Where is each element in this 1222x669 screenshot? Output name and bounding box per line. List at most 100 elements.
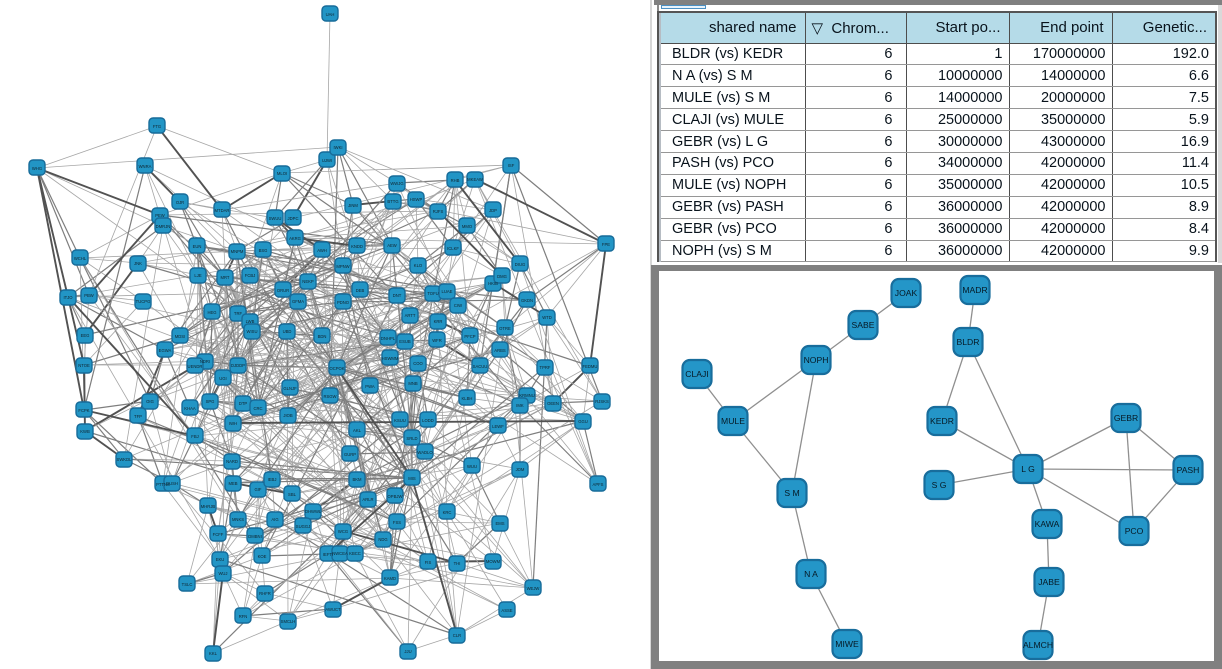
svg-text:KBCC: KBCC <box>349 551 361 556</box>
svg-text:NDRI: NDRI <box>200 359 210 364</box>
svg-text:DNT: DNT <box>393 293 402 298</box>
svg-text:EKU: EKU <box>216 557 225 562</box>
svg-text:UAH: UAH <box>326 12 335 17</box>
svg-text:NTOE: NTOE <box>78 363 90 368</box>
svg-text:LJE: LJE <box>194 273 201 278</box>
svg-text:GLNJF: GLNJF <box>283 386 297 391</box>
svg-text:EGWA: EGWA <box>159 348 172 353</box>
svg-text:JJU: JJU <box>404 649 411 654</box>
svg-text:WADLO: WADLO <box>417 450 433 455</box>
svg-text:MIWE: MIWE <box>835 639 859 649</box>
svg-text:KLO: KLO <box>414 263 423 268</box>
svg-text:JDP: JDP <box>489 208 497 213</box>
svg-text:CIW: CIW <box>454 303 462 308</box>
svg-text:ICLKF: ICLKF <box>447 246 459 251</box>
svg-text:MNKS: MNKS <box>232 517 244 522</box>
svg-text:OPBJW: OPBJW <box>388 494 403 499</box>
svg-text:TSLC: TSLC <box>182 582 193 587</box>
svg-text:BSG: BSG <box>259 248 268 253</box>
svg-text:MDSI: MDSI <box>175 334 185 339</box>
svg-text:WNRA: WNRA <box>139 164 152 169</box>
svg-text:DMG: DMG <box>497 274 507 279</box>
svg-text:ORUR: ORUR <box>277 288 289 293</box>
svg-text:FPE: FPE <box>602 242 610 247</box>
svg-text:OHWWL: OHWWL <box>305 509 322 514</box>
svg-text:COO: COO <box>413 361 423 366</box>
svg-text:CLAJI: CLAJI <box>685 369 708 379</box>
svg-text:IMK: IMK <box>516 403 524 408</box>
svg-text:JDPC: JDPC <box>288 216 299 221</box>
svg-text:MNPM: MNPM <box>231 249 244 254</box>
svg-text:EEG: EEG <box>81 333 90 338</box>
svg-text:GURP: GURP <box>344 452 356 457</box>
svg-text:NDG: NDG <box>378 537 387 542</box>
svg-text:KRC: KRC <box>443 510 452 515</box>
svg-text:MOWM: MOWM <box>486 559 501 564</box>
svg-text:NEKP: NEKP <box>302 279 314 284</box>
svg-text:SUGGJ: SUGGJ <box>296 524 310 529</box>
svg-text:OEEN: OEEN <box>547 401 559 406</box>
svg-text:BDN: BDN <box>318 334 327 339</box>
svg-text:AEW: AEW <box>387 243 397 248</box>
svg-text:MHRJB: MHRJB <box>201 504 216 509</box>
svg-text:OCPOK: OCPOK <box>329 366 344 371</box>
svg-text:ARLR: ARLR <box>362 497 373 502</box>
svg-text:PWA: PWA <box>365 384 375 389</box>
svg-text:HSWP: HSWP <box>410 197 423 202</box>
svg-text:DIUG: DIUG <box>515 262 525 267</box>
svg-text:PTTNS: PTTNS <box>156 482 170 487</box>
svg-text:EUN: EUN <box>193 244 202 249</box>
svg-text:CRC: CRC <box>253 406 262 411</box>
svg-text:ALMCH: ALMCH <box>1023 640 1053 650</box>
svg-text:PASH: PASH <box>1177 465 1200 475</box>
svg-text:MNB: MNB <box>408 381 418 386</box>
svg-text:KKL: KKL <box>209 651 218 656</box>
svg-text:GEBR: GEBR <box>1114 413 1138 423</box>
svg-text:KRR: KRR <box>434 319 443 324</box>
svg-text:TPRF: TPRF <box>540 365 551 370</box>
svg-text:WUJ: WUJ <box>218 571 227 576</box>
svg-text:OTRE: OTRE <box>499 326 511 331</box>
svg-text:DJDDP: DJDDP <box>231 363 245 368</box>
svg-text:KAMD: KAMD <box>384 576 396 581</box>
svg-text:IWKI: IWKI <box>333 145 342 150</box>
svg-text:JABE: JABE <box>1038 577 1060 587</box>
svg-text:HEG: HEG <box>207 310 216 315</box>
svg-text:MMO: MMO <box>462 224 473 229</box>
svg-text:DMBNI: DMBNI <box>248 534 262 539</box>
svg-text:KNDD: KNDD <box>351 244 363 249</box>
svg-text:HKIB: HKIB <box>488 281 498 286</box>
svg-text:CLR: CLR <box>453 633 461 638</box>
svg-text:KRMNU: KRMNU <box>519 393 534 398</box>
svg-text:WUU: WUU <box>467 464 477 469</box>
svg-text:ITJO: ITJO <box>63 295 73 300</box>
svg-text:GGU: GGU <box>578 419 588 424</box>
svg-text:KHAA: KHAA <box>184 406 196 411</box>
svg-text:AKL: AKL <box>353 428 362 433</box>
svg-text:TUCPG: TUCPG <box>136 299 151 304</box>
svg-text:SPG: SPG <box>206 399 215 404</box>
svg-text:IWH: IWH <box>229 421 237 426</box>
svg-text:IEBJ: IEBJ <box>268 477 277 482</box>
svg-text:S G: S G <box>932 480 947 490</box>
svg-text:JOAK: JOAK <box>895 288 918 298</box>
svg-text:AWUCT: AWUCT <box>325 607 341 612</box>
svg-text:LUAE: LUAE <box>442 289 453 294</box>
svg-text:GKDN: GKDN <box>521 298 533 303</box>
svg-text:BKM: BKM <box>352 477 362 482</box>
svg-text:AKRG: AKRG <box>289 236 301 241</box>
svg-text:JOM: JOM <box>516 467 525 472</box>
svg-text:LWB: LWB <box>246 319 255 324</box>
svg-text:BTTG: BTTG <box>387 199 398 204</box>
svg-text:ASSE: ASSE <box>501 608 512 613</box>
svg-text:MRT: MRT <box>221 275 230 280</box>
svg-text:WISU: WISU <box>247 329 258 334</box>
svg-text:SRLD: SRLD <box>406 436 417 441</box>
svg-text:LEWF: LEWF <box>492 424 504 429</box>
svg-text:ARTT: ARTT <box>405 313 416 318</box>
svg-text:ISF: ISF <box>508 163 515 168</box>
svg-text:MTDAR: MTDAR <box>215 208 230 213</box>
svg-text:FBJ: FBJ <box>191 434 198 439</box>
svg-text:FSS: FSS <box>393 520 401 525</box>
svg-text:UBD: UBD <box>283 329 292 334</box>
